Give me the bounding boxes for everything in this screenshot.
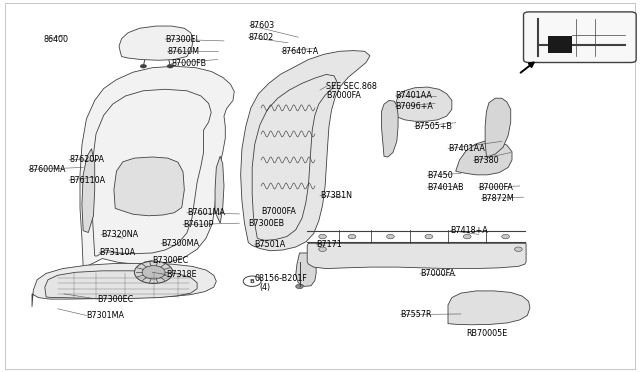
Text: 87602: 87602	[248, 33, 273, 42]
Text: B7300EB: B7300EB	[248, 219, 284, 228]
Polygon shape	[32, 263, 216, 307]
Text: 86400: 86400	[44, 35, 68, 44]
Text: B7300EC: B7300EC	[152, 256, 189, 265]
Text: 87620PA: 87620PA	[69, 155, 104, 164]
Polygon shape	[114, 157, 184, 216]
Circle shape	[142, 266, 165, 279]
Circle shape	[296, 284, 303, 289]
Circle shape	[502, 234, 509, 239]
Text: 87610M: 87610M	[167, 47, 199, 56]
Polygon shape	[381, 100, 398, 157]
Text: B7610P: B7610P	[183, 220, 213, 229]
Circle shape	[319, 247, 326, 251]
Polygon shape	[485, 98, 511, 156]
Polygon shape	[45, 271, 197, 299]
Polygon shape	[119, 26, 193, 60]
Polygon shape	[296, 253, 316, 286]
Polygon shape	[82, 149, 95, 232]
Text: B7301MA: B7301MA	[86, 311, 124, 320]
Text: B73B1N: B73B1N	[320, 191, 352, 200]
Text: B7000FA: B7000FA	[326, 92, 361, 100]
Text: B7380: B7380	[474, 156, 499, 165]
Polygon shape	[448, 291, 530, 325]
Text: RB70005E: RB70005E	[466, 329, 507, 338]
Text: B7096+A: B7096+A	[396, 102, 433, 111]
Polygon shape	[307, 243, 526, 269]
Circle shape	[425, 234, 433, 239]
Text: B7171: B7171	[316, 240, 342, 248]
Circle shape	[319, 234, 326, 239]
Text: B7505+B: B7505+B	[415, 122, 452, 131]
Circle shape	[348, 234, 356, 239]
Polygon shape	[394, 87, 452, 121]
Circle shape	[463, 234, 471, 239]
Circle shape	[515, 247, 522, 251]
Text: B7300EC: B7300EC	[97, 295, 134, 304]
Text: B7501A: B7501A	[255, 240, 286, 249]
Text: B7000FA: B7000FA	[420, 269, 454, 278]
Text: B: B	[250, 279, 255, 284]
Text: B7418+A: B7418+A	[451, 226, 488, 235]
Polygon shape	[456, 141, 512, 175]
Polygon shape	[241, 51, 370, 251]
Text: B7601MA: B7601MA	[187, 208, 225, 217]
Text: B7000FA: B7000FA	[479, 183, 513, 192]
Text: B7401AA: B7401AA	[448, 144, 485, 153]
Text: B7401AB: B7401AB	[428, 183, 464, 192]
Text: B7872M: B7872M	[481, 194, 514, 203]
Text: B7300EL: B7300EL	[165, 35, 200, 44]
Circle shape	[243, 276, 261, 286]
Text: B73110A: B73110A	[99, 248, 135, 257]
Circle shape	[140, 64, 147, 68]
Circle shape	[134, 261, 173, 283]
Text: 87640+A: 87640+A	[282, 47, 319, 56]
Text: B7450: B7450	[428, 171, 453, 180]
Text: B7320NA: B7320NA	[101, 230, 138, 239]
Text: B7300MA: B7300MA	[161, 239, 199, 248]
FancyBboxPatch shape	[524, 12, 636, 62]
Text: 08156-B201F: 08156-B201F	[255, 274, 308, 283]
Text: 87000FB: 87000FB	[172, 59, 207, 68]
Text: B76110A: B76110A	[69, 176, 105, 185]
Text: SEE SEC.868: SEE SEC.868	[326, 82, 377, 91]
Circle shape	[167, 64, 173, 68]
Bar	[548, 36, 572, 53]
Text: B7557R: B7557R	[401, 310, 432, 319]
Text: 87600MA: 87600MA	[29, 165, 67, 174]
Circle shape	[387, 234, 394, 239]
Text: B7318E: B7318E	[166, 270, 197, 279]
Text: (4): (4)	[260, 283, 271, 292]
Polygon shape	[215, 156, 224, 223]
Text: 87603: 87603	[250, 21, 275, 30]
Text: B7401AA: B7401AA	[396, 92, 433, 100]
Text: B7000FA: B7000FA	[261, 207, 296, 216]
Polygon shape	[80, 66, 234, 268]
